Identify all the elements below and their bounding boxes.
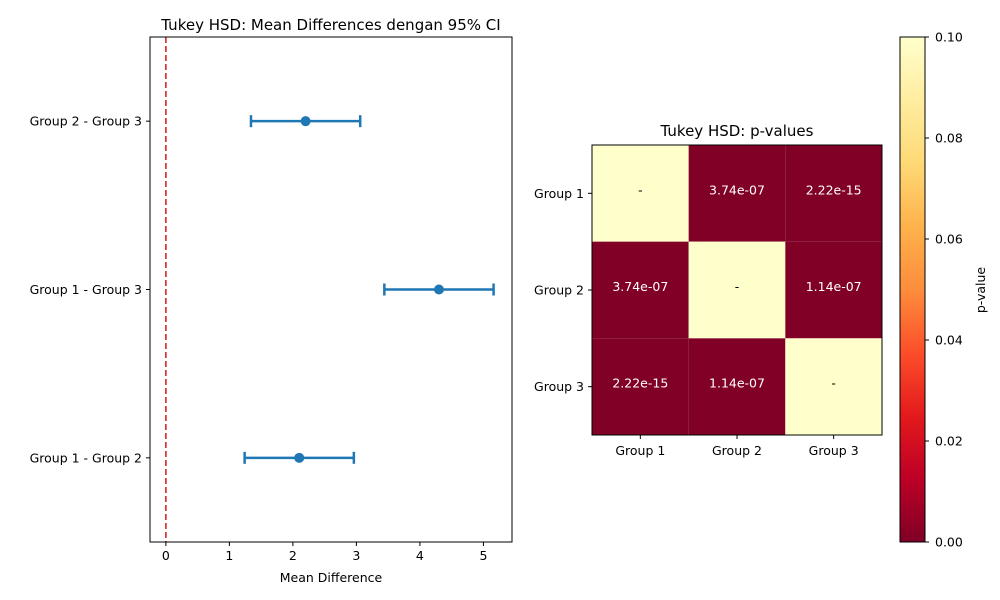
mean-difference-point xyxy=(294,452,305,463)
heatmap-cell xyxy=(592,338,689,435)
heatmap-cell xyxy=(688,338,786,435)
colorbar-tick-label: 0.08 xyxy=(935,131,963,146)
y-tick-label: Group 1 - Group 2 xyxy=(30,450,142,465)
heatmap-cell-label: 1.14e-07 xyxy=(709,376,765,391)
colorbar-gradient xyxy=(899,36,926,543)
heatmap-cell-label: 2.22e-15 xyxy=(806,182,862,197)
heatmap-cell-label: 2.22e-15 xyxy=(612,376,668,391)
heatmap-cell-label: 3.74e-07 xyxy=(612,279,668,294)
heatmap-cell-label: - xyxy=(831,376,836,391)
x-tick-label: 0 xyxy=(162,548,170,563)
heatmap-x-tick-label: Group 2 xyxy=(712,443,762,458)
heatmap-cell xyxy=(688,241,786,339)
colorbar-label: p-value xyxy=(973,267,988,314)
colorbar-tick-label: 0.04 xyxy=(935,333,963,348)
ci-plot-title: Tukey HSD: Mean Differences dengan 95% C… xyxy=(160,16,500,34)
heatmap-cell xyxy=(592,241,689,339)
x-tick-label: 3 xyxy=(352,548,360,563)
x-tick-label: 2 xyxy=(289,548,297,563)
heatmap-cell-label: 3.74e-07 xyxy=(709,182,765,197)
colorbar-tick-label: 0.02 xyxy=(935,434,963,449)
ci-plot-marks xyxy=(165,37,495,542)
heatmap-y-tick-label: Group 2 xyxy=(534,283,584,298)
heatmap-cell xyxy=(785,145,882,242)
mean-difference-ci-plot: Tukey HSD: Mean Differences dengan 95% C… xyxy=(30,16,513,585)
heatmap-cell-label: - xyxy=(735,279,740,294)
heatmap-y-tick-label: Group 1 xyxy=(534,186,584,201)
mean-difference-point xyxy=(300,116,311,127)
heatmap-cell xyxy=(785,241,882,339)
colorbar-tick-label: 0.06 xyxy=(935,232,963,247)
x-tick-label: 5 xyxy=(479,548,487,563)
heatmap-cell xyxy=(688,145,786,242)
heatmap-cells: - 3.74e-07 2.22e-15 3.74e-07 - 1.14e-07 2.22e-… xyxy=(592,145,882,435)
p-value-heatmap: Tukey HSD: p-values - 3.74e-07 2.22e-15 3.7… xyxy=(534,122,883,458)
y-tick-label: Group 1 - Group 3 xyxy=(30,282,142,297)
mean-difference-point xyxy=(433,284,444,295)
heatmap-cell xyxy=(592,145,689,242)
colorbar: 0.00 0.02 0.04 0.06 0.08 0.10 p-value xyxy=(899,30,988,550)
colorbar-tick-label: 0.00 xyxy=(935,535,963,550)
heatmap-y-ticks: Group 1 Group 2 Group 3 xyxy=(534,186,592,394)
heatmap-y-tick-label: Group 3 xyxy=(534,379,584,394)
heatmap-cell-label: 1.14e-07 xyxy=(806,279,862,294)
ci-plot-x-axis-label: Mean Difference xyxy=(280,570,383,585)
heatmap-x-ticks: Group 1 Group 2 Group 3 xyxy=(615,435,859,458)
y-tick-label: Group 2 - Group 3 xyxy=(30,114,142,129)
heatmap-x-tick-label: Group 3 xyxy=(809,443,859,458)
heatmap-cell-label: - xyxy=(638,182,643,197)
heatmap-title: Tukey HSD: p-values xyxy=(660,122,814,140)
heatmap-x-tick-label: Group 1 xyxy=(615,443,665,458)
ci-plot-x-ticks: 0 1 2 3 4 5 xyxy=(162,542,487,563)
x-tick-label: 1 xyxy=(225,548,233,563)
colorbar-tick-label: 0.10 xyxy=(935,30,963,45)
x-tick-label: 4 xyxy=(416,548,424,563)
colorbar-ticks: 0.00 0.02 0.04 0.06 0.08 0.10 xyxy=(925,30,963,550)
ci-plot-y-ticks: Group 1 - Group 2 Group 1 - Group 3 Group … xyxy=(30,114,150,465)
heatmap-cell xyxy=(785,338,882,435)
